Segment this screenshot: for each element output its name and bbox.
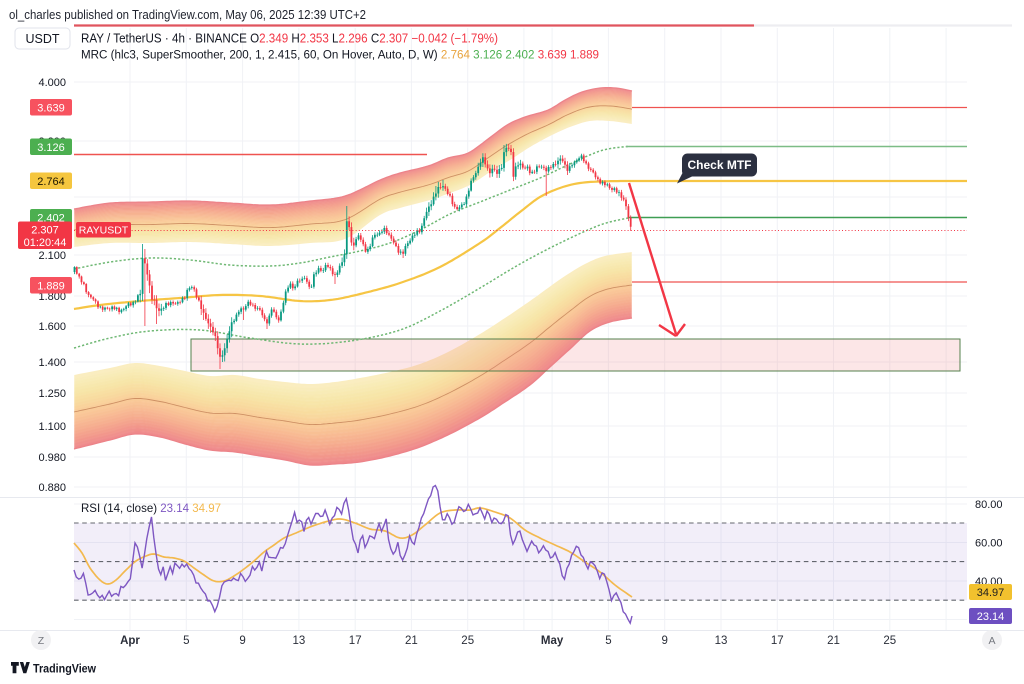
svg-text:1.800: 1.800 [38, 291, 66, 303]
svg-text:17: 17 [349, 635, 362, 647]
svg-text:34.97: 34.97 [977, 587, 1005, 599]
svg-text:1.100: 1.100 [38, 421, 66, 433]
svg-text:21: 21 [405, 635, 418, 647]
svg-text:23.14: 23.14 [977, 611, 1005, 623]
svg-text:1.889: 1.889 [37, 280, 65, 292]
svg-text:3.126: 3.126 [37, 142, 65, 154]
svg-text:MRC (hlc3, SuperSmoother, 200,: MRC (hlc3, SuperSmoother, 200, 1, 2.415,… [81, 48, 599, 62]
svg-text:0.980: 0.980 [38, 452, 66, 464]
svg-text:13: 13 [715, 635, 728, 647]
svg-text:4.000: 4.000 [38, 77, 66, 89]
svg-text:9: 9 [661, 635, 667, 647]
svg-text:TradingView: TradingView [33, 662, 96, 676]
svg-text:13: 13 [293, 635, 306, 647]
svg-text:21: 21 [827, 635, 840, 647]
svg-text:RSI (14, close) 23.14 34.97: RSI (14, close) 23.14 34.97 [81, 501, 221, 515]
svg-text:May: May [541, 635, 564, 647]
svg-text:1.250: 1.250 [38, 388, 66, 400]
svg-text:25: 25 [883, 635, 896, 647]
svg-text:80.00: 80.00 [975, 499, 1003, 511]
svg-text:Z: Z [38, 635, 45, 647]
svg-text:RAYUSDT: RAYUSDT [79, 225, 129, 237]
svg-text:01:20:44: 01:20:44 [24, 237, 67, 249]
svg-text:17: 17 [771, 635, 784, 647]
svg-text:60.00: 60.00 [975, 538, 1003, 550]
svg-text:3.639: 3.639 [37, 102, 65, 114]
svg-text:25: 25 [461, 635, 474, 647]
svg-text:2.764: 2.764 [37, 176, 65, 188]
svg-text:2.307: 2.307 [31, 225, 59, 237]
svg-text:ol_charles published on Tradin: ol_charles published on TradingView.com,… [9, 8, 366, 22]
svg-text:1.600: 1.600 [38, 321, 66, 333]
svg-text:Check MTF: Check MTF [687, 158, 751, 172]
svg-text:9: 9 [239, 635, 245, 647]
svg-text:0.880: 0.880 [38, 482, 66, 494]
svg-text:A: A [988, 635, 995, 647]
svg-text:2.402: 2.402 [37, 212, 65, 224]
svg-text:USDT: USDT [25, 32, 59, 46]
svg-text:2.100: 2.100 [38, 250, 66, 262]
svg-text:Apr: Apr [120, 635, 140, 647]
svg-text:5: 5 [605, 635, 611, 647]
svg-text:5: 5 [183, 635, 189, 647]
svg-text:RAY / TetherUS · 4h · BINANCE: RAY / TetherUS · 4h · BINANCE O2.349 H2.… [81, 32, 498, 46]
svg-text:1.400: 1.400 [38, 357, 66, 369]
